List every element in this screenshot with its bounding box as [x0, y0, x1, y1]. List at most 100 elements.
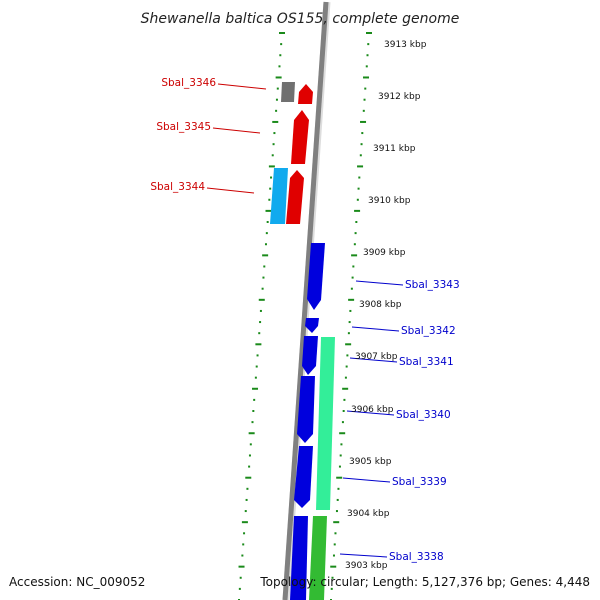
gene-label-sbal-3345[interactable]: Sbal_3345: [156, 121, 211, 133]
gene-sbal-3341-blue[interactable]: [302, 336, 318, 375]
gene-label-sbal-3342[interactable]: Sbal_3342: [401, 325, 456, 337]
tick-label: 3913 kbp: [384, 40, 427, 50]
ring-dot: [354, 232, 357, 235]
tick-label: 3904 kbp: [347, 509, 390, 519]
ring-dot: [265, 209, 272, 212]
tick-label: 3907 kbp: [355, 352, 398, 362]
ring-dot: [259, 309, 262, 312]
ring-dot: [262, 276, 265, 279]
ring-dot: [276, 87, 279, 90]
tick-label: 3909 kbp: [363, 248, 406, 258]
ring-dot: [334, 532, 337, 535]
ring-dot: [238, 565, 245, 568]
leader-sbal-3339: [342, 477, 391, 483]
gene-label-sbal-3346[interactable]: Sbal_3346: [161, 77, 216, 89]
ring-dot: [333, 543, 336, 546]
gene-sbal-3340-blue[interactable]: [297, 376, 315, 443]
tick-label: 3903 kbp: [345, 561, 388, 571]
gene-sbal-3339-blue[interactable]: [294, 446, 313, 508]
ring-dot: [248, 432, 255, 435]
gene-sbal-3338-green[interactable]: [309, 516, 327, 600]
tick-label: 3908 kbp: [359, 300, 402, 310]
ring-dot: [351, 254, 358, 257]
ring-dot: [330, 565, 337, 568]
gene-sbal-3346-red[interactable]: [298, 84, 313, 104]
tick-label: 3906 kbp: [351, 405, 394, 415]
ring-dot: [339, 432, 346, 435]
gene-sbal-3342-blue[interactable]: [305, 318, 319, 333]
ring-dot: [357, 187, 360, 190]
ring-dot: [351, 276, 354, 279]
gene-label-sbal-3343[interactable]: Sbal_3343: [405, 279, 460, 291]
tick-label: 3905 kbp: [349, 457, 392, 467]
leader-sbal-3345: [212, 127, 261, 134]
ring-dot: [263, 265, 266, 268]
ring-dot: [256, 354, 259, 357]
ring-dot: [265, 232, 268, 235]
ring-dot: [252, 387, 259, 390]
ring-dot: [339, 454, 342, 457]
ring-dot: [241, 521, 248, 524]
gene-sbal-3345-red[interactable]: [291, 110, 309, 164]
ring-dot: [342, 387, 349, 390]
leader-sbal-3343: [355, 280, 404, 286]
ring-dot: [279, 54, 282, 57]
ring-dot: [333, 521, 340, 524]
ring-dot: [336, 498, 339, 501]
ring-dot: [275, 109, 278, 112]
outer-dotted-ring: [330, 32, 372, 600]
ring-dot: [332, 554, 335, 557]
ring-dot: [338, 465, 341, 468]
ring-dot: [330, 587, 333, 590]
ring-dot: [367, 43, 370, 46]
ring-dot: [360, 143, 363, 146]
gene-sbal-3341-seagreen[interactable]: [316, 337, 335, 510]
ring-dot: [355, 221, 358, 223]
ring-dot: [258, 332, 261, 335]
ring-dot: [244, 510, 247, 513]
leader-sbal-3344: [206, 187, 255, 194]
accession-text: Accession: NC_009052: [9, 575, 145, 589]
ring-dot: [258, 298, 265, 301]
ring-dot: [356, 198, 359, 201]
ring-dot: [272, 143, 275, 146]
gene-sbal-3344-red[interactable]: [286, 170, 304, 224]
ring-dot: [266, 221, 269, 223]
gene-label-sbal-3344[interactable]: Sbal_3344: [150, 181, 205, 193]
ring-dot: [238, 587, 241, 590]
gene-label-sbal-3338[interactable]: Sbal_3338: [389, 551, 444, 563]
gene-sbal-3344-cyan[interactable]: [270, 168, 288, 224]
ring-dot: [259, 321, 262, 324]
ring-dot: [335, 510, 338, 513]
ring-dot: [271, 154, 274, 157]
ring-dot: [270, 176, 273, 179]
ring-dot: [337, 487, 340, 490]
ring-dot: [262, 254, 269, 257]
ring-dot: [242, 543, 245, 546]
ring-dot: [278, 65, 281, 68]
ring-dot: [254, 376, 257, 379]
ring-dot: [255, 365, 258, 368]
gene-label-sbal-3339[interactable]: Sbal_3339: [392, 476, 447, 488]
gene-sbal-3338-blue[interactable]: [290, 516, 308, 600]
ring-dot: [363, 76, 370, 79]
ring-dot: [344, 376, 347, 379]
ring-dot: [364, 87, 367, 90]
ring-dot: [279, 32, 285, 34]
tick-label: 3911 kbp: [373, 144, 416, 154]
ring-dot: [273, 132, 276, 135]
ring-dot: [346, 354, 349, 357]
ring-dot: [249, 443, 252, 446]
ring-dot: [252, 410, 255, 412]
gene-sbal-3346-gray[interactable]: [281, 82, 295, 102]
ring-dot: [348, 321, 351, 324]
gene-label-sbal-3341[interactable]: Sbal_3341: [399, 356, 454, 368]
ring-dot: [365, 65, 368, 68]
gene-sbal-3343-blue[interactable]: [307, 243, 325, 310]
ring-dot: [341, 421, 344, 424]
ring-dot: [349, 309, 352, 312]
gene-label-sbal-3340[interactable]: Sbal_3340: [396, 409, 451, 421]
ring-dot: [246, 487, 249, 490]
ring-dot: [248, 465, 251, 468]
ring-dot: [255, 343, 262, 346]
